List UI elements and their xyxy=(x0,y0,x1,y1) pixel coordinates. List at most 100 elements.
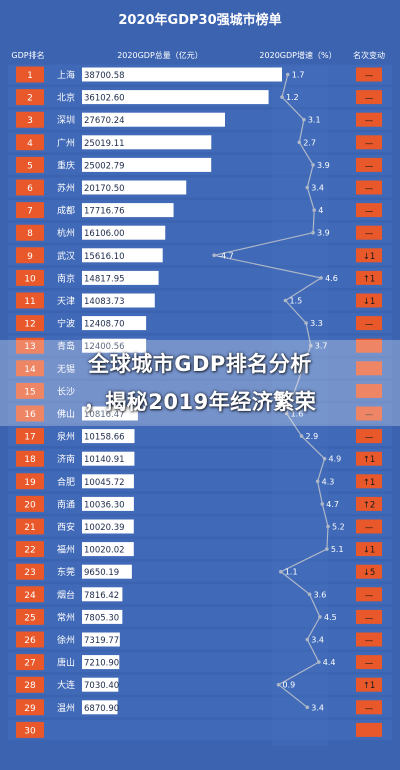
rank-label: 5 xyxy=(27,161,33,171)
growth-label: 3.9 xyxy=(317,161,330,170)
growth-label: 3.9 xyxy=(317,229,330,238)
gdp-bar xyxy=(82,157,212,172)
rank-badge xyxy=(16,676,44,693)
rank-badge xyxy=(16,495,44,512)
rank-badge xyxy=(16,450,44,467)
change-label: — xyxy=(365,116,374,126)
gdp-value-label: 38700.58 xyxy=(84,71,125,81)
rank-badge xyxy=(16,179,44,196)
growth-point xyxy=(311,230,315,235)
change-badge xyxy=(356,587,382,602)
growth-point xyxy=(212,253,216,258)
rank-label: 25 xyxy=(24,613,35,623)
gdp-bar xyxy=(82,270,159,285)
rank-badge xyxy=(16,518,44,535)
gdp-bar xyxy=(82,609,123,624)
change-label: — xyxy=(365,161,374,171)
growth-label: 4.9 xyxy=(329,455,342,464)
growth-point xyxy=(305,705,310,710)
growth-label: 3.7 xyxy=(315,342,328,351)
change-badge xyxy=(356,67,382,82)
rank-label: 7 xyxy=(27,207,33,217)
change-badge xyxy=(356,609,382,624)
rank-label: 15 xyxy=(24,387,35,397)
banner-line-2: ，揭秘2019年经济繁荣 xyxy=(83,390,317,414)
city-label: 烟台 xyxy=(57,589,75,601)
city-label: 唐山 xyxy=(57,657,75,669)
rank-badge xyxy=(16,721,44,738)
gdp-value-label: 7816.42 xyxy=(84,591,119,601)
growth-label: 3.6 xyxy=(314,590,327,599)
city-label: 上海 xyxy=(57,69,75,81)
growth-point xyxy=(279,569,283,574)
change-label: — xyxy=(365,94,374,104)
rank-label: 4 xyxy=(27,139,33,149)
change-badge xyxy=(356,722,382,737)
rank-badge xyxy=(16,89,44,106)
growth-point xyxy=(304,321,308,325)
city-label: 深圳 xyxy=(57,115,75,126)
growth-label: 4.4 xyxy=(323,658,336,667)
gdp-value-label: 27670.24 xyxy=(84,116,125,126)
rank-badge xyxy=(16,382,44,399)
gdp-bar xyxy=(82,225,166,240)
rank-badge xyxy=(16,405,44,422)
gdp-value-label: 10020.39 xyxy=(84,523,125,533)
growth-point xyxy=(325,547,329,551)
change-badge xyxy=(356,90,382,105)
growth-panel xyxy=(272,66,328,746)
growth-point xyxy=(284,411,289,416)
growth-point xyxy=(318,615,322,619)
change-label: ↑1 xyxy=(363,274,376,284)
gdp-bar xyxy=(82,677,119,692)
city-label: 成都 xyxy=(57,205,75,217)
change-label: ↓1 xyxy=(363,252,376,262)
change-badge xyxy=(356,519,382,534)
change-badge xyxy=(356,451,382,466)
city-label: 无锡 xyxy=(57,364,75,375)
rank-badge xyxy=(16,631,44,648)
city-label: 泉州 xyxy=(57,431,75,443)
gdp-bar xyxy=(82,587,123,602)
gdp-bar xyxy=(82,542,134,557)
growth-point xyxy=(317,660,321,664)
row-band xyxy=(8,358,392,379)
rank-label: 8 xyxy=(27,229,33,239)
rank-label: 16 xyxy=(24,410,36,420)
change-label: — xyxy=(365,659,374,669)
change-badge xyxy=(356,655,382,670)
rank-label: 19 xyxy=(24,478,36,488)
city-label: 南京 xyxy=(57,272,75,284)
growth-label: 1.6 xyxy=(291,410,304,419)
gdp-value-label: 15616.10 xyxy=(84,252,125,262)
rank-badge xyxy=(16,608,44,625)
gdp-value-label: 14083.73 xyxy=(84,297,125,307)
growth-label: 3.3 xyxy=(310,319,323,328)
header-rank: GDP排名 xyxy=(11,50,44,60)
change-badge xyxy=(356,632,382,647)
gdp-value-label: 7210.90 xyxy=(84,659,119,669)
growth-point xyxy=(312,208,317,212)
change-badge xyxy=(356,383,382,398)
city-label: 西安 xyxy=(57,521,75,533)
gdp-value-label: 10140.91 xyxy=(84,455,125,465)
city-label: 北京 xyxy=(57,92,75,104)
change-badge xyxy=(356,203,382,218)
growth-label: 1.1 xyxy=(285,568,298,577)
gdp-value-label: 7030.40 xyxy=(84,681,119,691)
rank-label: 12 xyxy=(24,320,35,330)
city-label: 青岛 xyxy=(57,340,75,352)
growth-point xyxy=(283,298,288,303)
gdp-value-label: 10045.72 xyxy=(84,478,125,488)
gdp-bar xyxy=(82,564,132,579)
gdp-bar xyxy=(82,67,282,82)
change-badge xyxy=(356,270,382,285)
city-label: 南通 xyxy=(57,498,75,510)
rank-badge xyxy=(16,66,44,83)
city-label: 东莞 xyxy=(57,566,75,578)
change-label: — xyxy=(365,320,374,330)
rank-label: 27 xyxy=(24,659,35,669)
gdp-bar xyxy=(82,203,174,218)
